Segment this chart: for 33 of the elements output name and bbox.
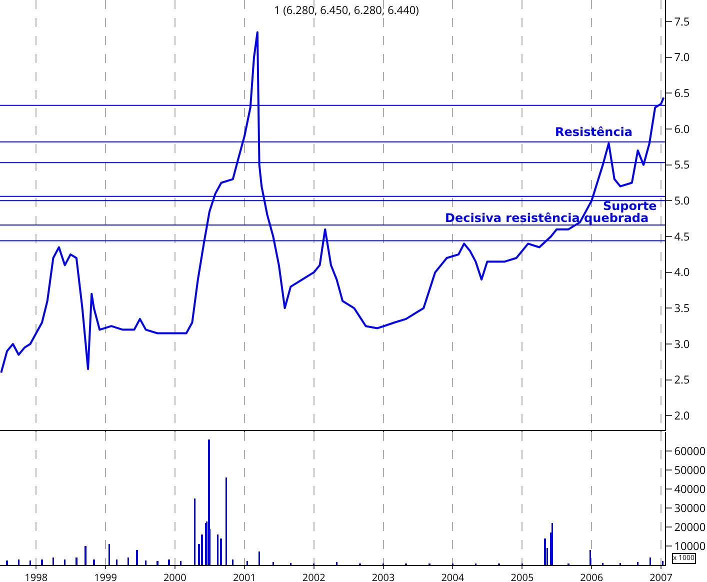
- x-tick-label: 1999: [94, 570, 118, 582]
- y-tick-label: 2.5: [674, 372, 690, 388]
- y-tick-label: 50000: [674, 462, 706, 478]
- y-tick-label: 5.5: [674, 158, 690, 173]
- y-tick-label: 6.5: [674, 86, 690, 102]
- annotation: Resistência: [555, 125, 633, 139]
- y-tick-label: 20000: [674, 520, 706, 535]
- chart-title: 1 (6.280, 6.450, 6.280, 6.440): [274, 3, 419, 18]
- y-tick-label: 4.5: [674, 229, 690, 244]
- annotation: Suporte: [603, 199, 657, 213]
- y-tick-label: 3.5: [674, 301, 690, 316]
- y-tick-label: 6.0: [674, 122, 690, 137]
- y-tick-label: 10000: [674, 538, 706, 554]
- y-tick-label: 40000: [674, 482, 706, 497]
- y-tick-label: 2.0: [674, 408, 690, 424]
- annotation: Decisiva resistência quebrada: [445, 211, 649, 225]
- x-tick-label: 2004: [441, 570, 464, 582]
- line-series: [0, 31, 665, 374]
- y-tick-label: 30000: [674, 500, 706, 516]
- y-tick-label: 7.0: [674, 50, 690, 66]
- x-tick-label: 2002: [302, 570, 326, 582]
- x-tick-label: 2003: [372, 570, 395, 582]
- y-tick-label: 60000: [674, 444, 706, 459]
- x-tick-label: 2006: [580, 570, 604, 582]
- x-tick-label: 1998: [24, 570, 48, 582]
- y-tick-label: 3.0: [674, 336, 690, 352]
- x-tick-label: 2001: [233, 570, 256, 582]
- y-tick-label: 5.0: [674, 194, 690, 209]
- x-tick-label: 2007: [650, 570, 673, 582]
- y-tick-label: 4.0: [674, 265, 690, 280]
- x-tick-label: 2000: [163, 570, 187, 582]
- y-tick-label: 7.5: [674, 14, 690, 30]
- x-tick-label: 2005: [510, 570, 534, 582]
